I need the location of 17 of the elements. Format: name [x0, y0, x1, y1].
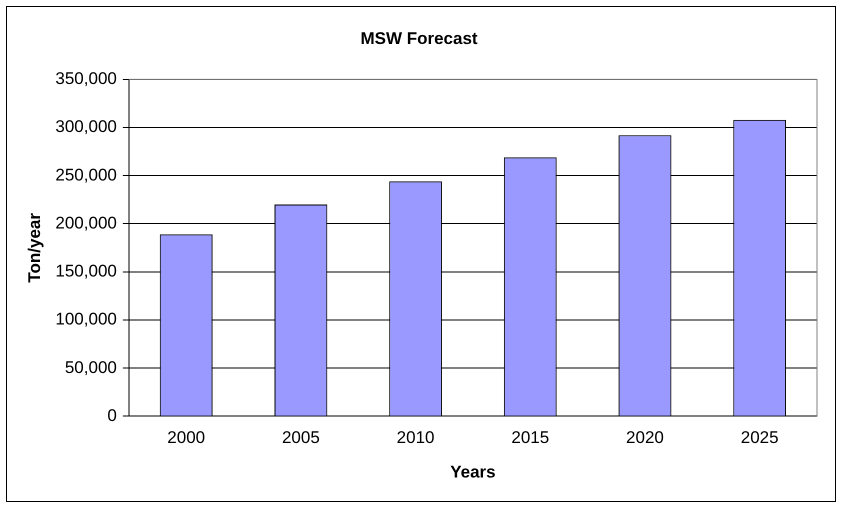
y-tick-label: 200,000 — [55, 213, 117, 232]
x-tick-label: 2010 — [396, 428, 434, 448]
x-tick-label: 2020 — [626, 428, 664, 448]
chart-title: MSW Forecast — [360, 28, 478, 48]
y-tick-label: 150,000 — [55, 262, 117, 281]
x-axis-title: Years — [450, 462, 496, 482]
y-tick-label: 50,000 — [64, 358, 117, 377]
x-tick-label: 2005 — [282, 428, 320, 448]
x-tick-label: 2015 — [511, 428, 550, 448]
y-tick-label: 100,000 — [55, 310, 117, 329]
x-tick-label: 2025 — [740, 428, 779, 448]
y-tick-label: 300,000 — [55, 117, 117, 136]
y-tick-label: 350,000 — [55, 69, 117, 88]
x-tick-label: 2000 — [167, 428, 206, 448]
y-tick-label: 250,000 — [55, 165, 117, 184]
y-tick-label: 0 — [107, 406, 117, 425]
y-axis-title: Ton/year — [24, 212, 44, 283]
